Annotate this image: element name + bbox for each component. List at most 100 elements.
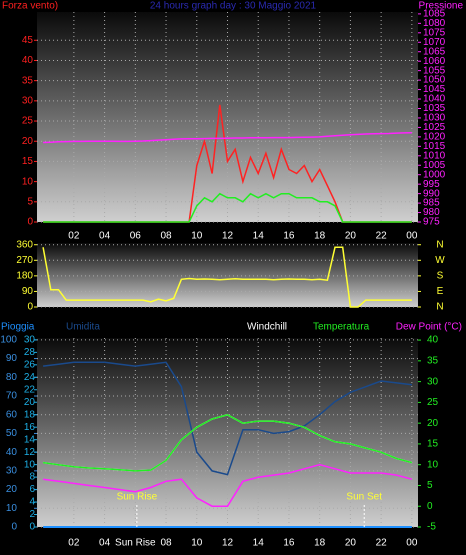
x-tick-label: 02 [68, 538, 80, 549]
y2-tick-label: 1015 [423, 141, 446, 152]
y-tick-label: 40 [22, 55, 34, 66]
series-line [42, 246, 412, 308]
x-tick-label: 08 [160, 231, 172, 242]
y2-tick-label: 985 [423, 198, 440, 209]
y-tick-label: 40 [6, 447, 18, 458]
y-tick-label: 20 [22, 136, 34, 147]
y2-tick-label: 1035 [423, 103, 446, 114]
title: 24 hours graph day : 30 Maggio 2021 [150, 1, 317, 12]
y-tick-label: 45 [22, 35, 34, 46]
y2-tick-label: N [436, 239, 443, 250]
x-tick-label: 18 [314, 538, 326, 549]
y3-tick-label: 4 [29, 497, 35, 508]
y2-tick-label: 30 [427, 376, 439, 387]
y2-tick-label: W [435, 255, 445, 266]
y-label: Forza vento) [2, 1, 58, 12]
y-tick-label: 360 [16, 239, 33, 250]
y-tick-label: 180 [16, 271, 33, 282]
x-tick-label: 12 [222, 231, 234, 242]
annotation: Sun Set [346, 492, 382, 503]
y3-tick-label: 12 [24, 447, 36, 458]
y2-tick-label: E [437, 286, 444, 297]
y2-tick-label: 1010 [423, 150, 446, 161]
y2-tick-label: 975 [423, 217, 440, 228]
y3-tick-label: 28 [24, 347, 36, 358]
y2-tick-label: 980 [423, 207, 440, 218]
y3-tick-label: 18 [24, 409, 36, 420]
y-tick-label: 10 [22, 176, 34, 187]
plot-area [37, 338, 418, 527]
y3-tick-label: 30 [24, 335, 36, 346]
x-tick-label: 22 [376, 231, 388, 242]
y2-tick-label: 990 [423, 188, 440, 199]
series-line [43, 131, 412, 144]
y-tick-label: 0 [27, 302, 33, 313]
y2-tick-label: 1045 [423, 84, 446, 95]
y-tick-label: 90 [6, 353, 18, 364]
y2-tick-label: 1030 [423, 113, 446, 124]
y2-tick-label: 1005 [423, 160, 446, 171]
x-tick-label: 04 [99, 538, 111, 549]
y3-tick-label: 14 [24, 434, 36, 445]
x-tick-label: 08 [160, 538, 172, 549]
x-tick-label: 00 [406, 231, 418, 242]
legend-label: Pioggia [1, 322, 35, 333]
x-tick-label: 18 [314, 231, 326, 242]
y2-tick-label: 1065 [423, 46, 446, 57]
y3-tick-label: 26 [24, 359, 36, 370]
x-tick-label: 20 [345, 231, 357, 242]
x-tick-label: 00 [406, 538, 418, 549]
y2-tick-label: 1080 [423, 18, 446, 29]
legend-label: Windchill [247, 322, 287, 333]
y2-tick-label: S [437, 271, 444, 282]
y-tick-label: 0 [27, 217, 33, 228]
plot-area [37, 243, 418, 307]
y3-tick-label: 20 [24, 397, 36, 408]
y2-tick-label: 995 [423, 179, 440, 190]
y3-tick-label: 6 [29, 484, 35, 495]
y-tick-label: 25 [22, 116, 34, 127]
x-tick-label: 10 [191, 538, 203, 549]
y3-tick-label: 22 [24, 384, 36, 395]
legend-label: Umidita [66, 322, 100, 333]
x-tick-label: Sun Rise [115, 538, 156, 549]
x-tick-label: 22 [376, 538, 388, 549]
y2-tick-label: 25 [427, 397, 439, 408]
x-tick-label: 16 [283, 231, 295, 242]
x-tick-label: 12 [222, 538, 234, 549]
x-tick-label: 14 [253, 538, 265, 549]
y2-tick-label: 1070 [423, 37, 446, 48]
y-tick-label: 15 [22, 156, 34, 167]
y-tick-label: 100 [0, 335, 17, 346]
y-tick-label: 30 [22, 95, 34, 106]
y-tick-label: 0 [11, 522, 17, 533]
series-line [43, 361, 412, 476]
y2-tick-label: 15 [427, 439, 439, 450]
annotation: Sun Rise [117, 492, 158, 503]
x-tick-label: 04 [99, 231, 111, 242]
y3-tick-label: 8 [29, 472, 35, 483]
y2-tick-label: 1000 [423, 169, 446, 180]
x-tick-label: 14 [253, 231, 265, 242]
x-tick-label: 10 [191, 231, 203, 242]
series-line [42, 463, 413, 507]
y-tick-label: 270 [16, 255, 33, 266]
y2-tick-label: 1060 [423, 56, 446, 67]
y-tick-label: 35 [22, 75, 34, 86]
y2-tick-label: 1025 [423, 122, 446, 133]
y-tick-label: 90 [22, 286, 34, 297]
y3-tick-label: 0 [29, 522, 35, 533]
y2-tick-label: N [436, 302, 443, 313]
series-line [43, 192, 412, 223]
y2-tick-label: 35 [427, 355, 439, 366]
y2-tick-label: 20 [427, 418, 439, 429]
y2-tick-label: 1075 [423, 27, 446, 38]
y-tick-label: 70 [6, 391, 18, 402]
legend-label: Temperatura [313, 322, 370, 333]
y3-tick-label: 24 [24, 372, 36, 383]
y2-tick-label: 5 [427, 480, 433, 491]
y2-tick-label: 0 [427, 501, 433, 512]
y-tick-label: 10 [6, 503, 18, 514]
